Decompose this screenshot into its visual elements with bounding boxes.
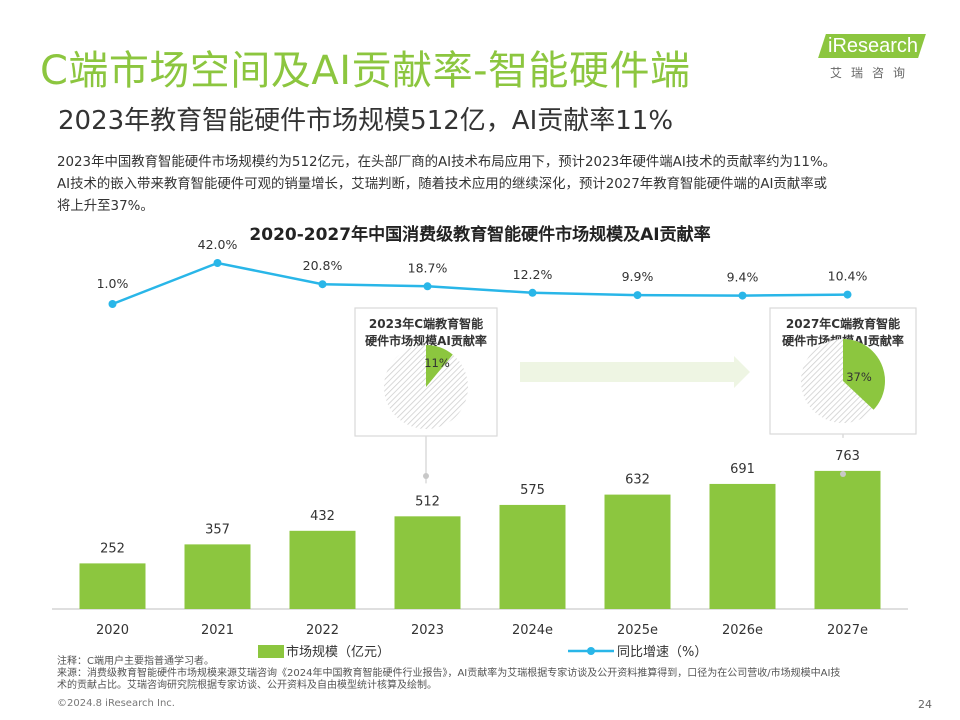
pie-slice-ai (426, 345, 453, 387)
description-line: 2023年中国教育智能硬件市场规模约为512亿元，在头部厂商的AI技术布局应用下… (57, 155, 837, 170)
x-tick-label: 2027e (827, 623, 868, 638)
bar-value-label: 632 (625, 473, 650, 488)
inset-title: 2023年C端教育智能 (369, 316, 483, 331)
bar (604, 494, 671, 609)
chart-title: 2020-2027年中国消费级教育智能硬件市场规模及AI贡献率 (249, 224, 710, 245)
copyright: ©2024.8 iResearch Inc. (57, 698, 175, 709)
trend-arrow (520, 356, 750, 388)
growth-label: 20.8% (303, 258, 343, 273)
x-tick-label: 2024e (512, 623, 553, 638)
growth-label: 9.9% (622, 269, 654, 284)
legend-line-label: 同比增速（%） (617, 645, 707, 660)
bar (814, 470, 881, 609)
description: 2023年中国教育智能硬件市场规模约为512亿元，在头部厂商的AI技术布局应用下… (57, 152, 927, 218)
x-tick-label: 2021 (201, 623, 234, 638)
inset-connector-dot (423, 473, 429, 479)
legend-bar-swatch (258, 645, 284, 658)
bar-value-label: 691 (730, 462, 755, 477)
bar-value-label: 763 (835, 449, 860, 464)
pie-value-label: 37% (846, 370, 872, 384)
legend-line-marker (587, 647, 595, 655)
growth-label: 10.4% (828, 269, 868, 284)
footnote-source-1: 来源：消费级教育智能硬件市场规模来源艾瑞咨询《2024年中国教育智能硬件行业报告… (57, 668, 841, 679)
bar (394, 516, 461, 609)
bar (184, 544, 251, 609)
pie-value-label: 11% (424, 356, 450, 370)
bar-value-label: 432 (310, 509, 335, 524)
growth-point (318, 280, 327, 289)
logo-cn-text: 艾瑞咨询 (830, 66, 915, 80)
x-tick-label: 2026e (722, 623, 763, 638)
x-tick-label: 2020 (96, 623, 129, 638)
x-tick-label: 2023 (411, 623, 444, 638)
footnote-note: 注释：C端用户主要指普通学习者。 (57, 656, 214, 667)
legend-bar-label: 市场规模（亿元） (286, 644, 390, 660)
footnote-source-2: 术的贡献占比。艾瑞咨询研究院根据专家访谈、公开资料及自由模型统计核算及绘制。 (57, 680, 437, 691)
bar (499, 504, 566, 609)
iresearch-logo: iResearch 艾瑞咨询 (818, 34, 934, 82)
bar-value-label: 357 (205, 522, 230, 537)
description-line: AI技术的嵌入带来教育智能硬件可观的销量增长，艾瑞判断，随着技术应用的继续深化，… (57, 177, 827, 192)
description-line: 将上升至37%。 (57, 199, 154, 214)
growth-point (108, 300, 117, 308)
growth-line (112, 261, 848, 306)
growth-label: 1.0% (97, 276, 129, 291)
growth-point (843, 290, 852, 299)
page-subtitle: 2023年教育智能硬件市场规模512亿，AI贡献率11% (58, 106, 674, 136)
x-tick-label: 2022 (306, 623, 339, 638)
growth-label: 18.7% (408, 260, 448, 275)
growth-point (633, 291, 642, 300)
bar (289, 530, 356, 609)
growth-point (738, 291, 747, 300)
bar-value-label: 512 (415, 494, 440, 509)
pie-slice-ai (843, 339, 886, 410)
inset-connector-dot (840, 471, 846, 477)
bar-value-label: 575 (520, 483, 545, 498)
growth-point (528, 288, 537, 297)
growth-label: 9.4% (727, 270, 759, 285)
growth-label: 42.0% (198, 237, 238, 252)
bar-value-label: 252 (100, 541, 125, 556)
bar (709, 483, 776, 609)
x-tick-label: 2025e (617, 623, 658, 638)
bar (79, 563, 146, 609)
page-title: C端市场空间及AI贡献率-智能硬件端 (40, 48, 691, 94)
logo-text: iResearch (828, 35, 919, 57)
growth-point (213, 259, 222, 267)
page-number: 24 (918, 698, 932, 711)
inset-title: 硬件市场规模AI贡献率 (365, 333, 487, 348)
growth-point (423, 282, 432, 291)
growth-label: 12.2% (513, 267, 553, 282)
inset-title: 2027年C端教育智能 (786, 316, 900, 331)
